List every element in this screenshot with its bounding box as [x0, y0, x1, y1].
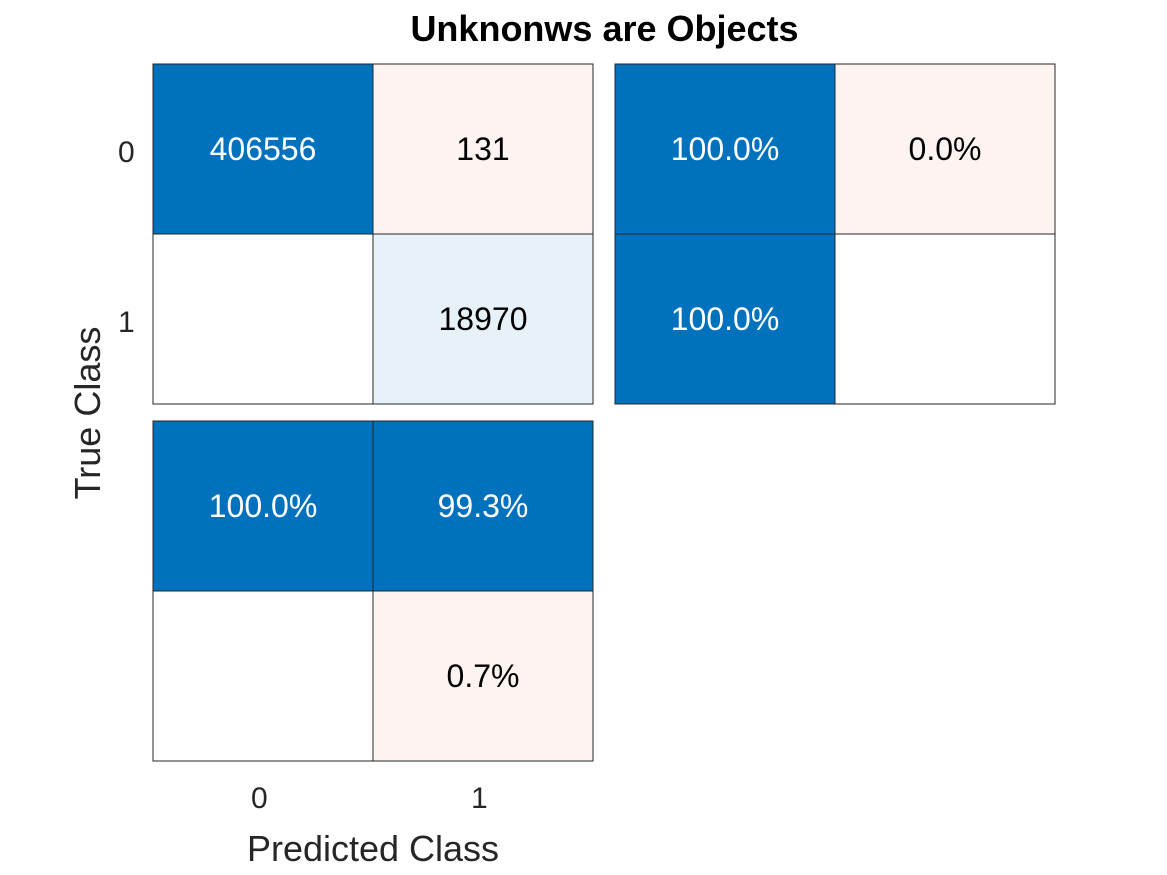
matrix-cell-0-0	[152, 63, 374, 235]
y-tick-label-1: 1	[118, 306, 135, 339]
matrix-cell-1-1	[372, 233, 594, 405]
column-summary-cell-0-0-label: 100.0%	[209, 488, 318, 524]
row-summary-cell-1-1	[834, 233, 1056, 405]
matrix-cell-1-0	[152, 233, 374, 405]
matrix-cell-0-1-label: 131	[456, 131, 509, 167]
column-summary-cell-1-1-label: 0.7%	[447, 658, 520, 694]
y-axis-label: True Class	[67, 326, 108, 500]
chart-title: Unknonws are Objects	[410, 8, 799, 49]
row-summary-cell-0-0-label: 100.0%	[671, 131, 780, 167]
row-summary-cell-0-0	[614, 63, 836, 235]
row-summary-cell-1-0-label: 100.0%	[671, 301, 780, 337]
column-summary-cell-0-1	[372, 420, 594, 592]
x-tick-label-1: 1	[471, 782, 488, 815]
column-summary-cell-1-0	[152, 590, 374, 762]
x-axis-label: Predicted Class	[246, 828, 500, 869]
matrix-cell-0-0-label: 406556	[210, 131, 317, 167]
matrix-cell-0-1	[372, 63, 594, 235]
row-summary-cell-1-0	[614, 233, 836, 405]
row-summary-cell-0-1-label: 0.0%	[909, 131, 982, 167]
column-summary-cell-0-1-label: 99.3%	[438, 488, 529, 524]
column-summary-cell-0-0	[152, 420, 374, 592]
x-tick-label-0: 0	[251, 782, 268, 815]
matrix-cell-1-1-label: 18970	[439, 301, 528, 337]
column-summary-cell-1-1	[372, 590, 594, 762]
y-tick-label-0: 0	[118, 136, 135, 169]
